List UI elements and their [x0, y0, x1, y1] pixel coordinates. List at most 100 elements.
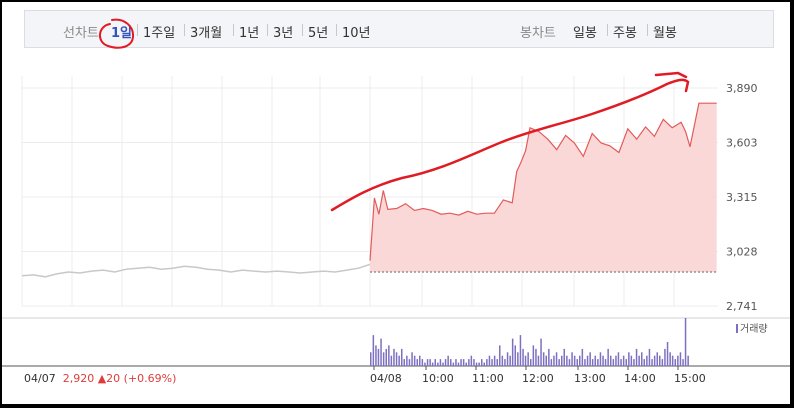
volume-bar	[385, 348, 387, 366]
volume-bar	[514, 345, 516, 366]
volume-bar	[633, 359, 635, 366]
volume-bar	[584, 359, 586, 366]
volume-bar	[519, 335, 522, 366]
volume-bar	[661, 359, 664, 366]
volume-bar	[481, 359, 483, 366]
candle-tab-1[interactable]: 주봉	[613, 26, 637, 41]
tab-divider	[336, 24, 337, 36]
x-tick-label: 10:00	[422, 372, 454, 385]
volume-bar	[524, 355, 527, 366]
period-tab-3[interactable]: 1년	[239, 26, 260, 41]
volume-bar	[599, 352, 602, 366]
candle-tab-0[interactable]: 일봉	[573, 26, 597, 41]
volume-bar	[653, 355, 656, 366]
y-tick-label: 3,315	[726, 191, 758, 204]
volume-bar	[558, 359, 560, 366]
volume-bar	[411, 352, 413, 366]
volume-bar	[483, 362, 485, 366]
volume-bar	[509, 355, 511, 366]
trend-annotation-stroke	[330, 78, 690, 212]
chart-tab-bar: 선차트 1일 1주일 3개월 1년 3년 5년 10년 봉차트 일봉 주봉 월봉	[24, 10, 774, 48]
volume-bar	[437, 362, 439, 366]
candle-tab-2[interactable]: 월봉	[653, 26, 677, 41]
footer-price: 2,920	[62, 372, 95, 385]
change-arrow-icon: ▲	[97, 372, 107, 385]
footer-change-pct: (+0.69%)	[123, 372, 177, 385]
volume-bar	[473, 359, 475, 366]
x-tick-label: 15:00	[674, 372, 706, 385]
volume-bar	[589, 352, 591, 366]
volume-bar	[651, 359, 653, 366]
volume-bar	[677, 355, 679, 366]
volume-bar	[545, 355, 547, 366]
volume-bar	[620, 359, 622, 366]
volume-bar	[403, 359, 405, 366]
volume-bar	[553, 355, 555, 366]
volume-bar	[591, 359, 594, 366]
volume-bar	[563, 348, 565, 366]
volume-bar	[499, 345, 501, 366]
volume-bar	[579, 355, 581, 366]
volume-bar	[602, 355, 604, 366]
volume-bar	[571, 352, 573, 366]
volume-bar	[594, 355, 596, 366]
volume-bar	[496, 359, 498, 366]
volume-bar	[656, 352, 658, 366]
y-tick-label: 2,741	[726, 300, 758, 313]
volume-bar	[628, 352, 630, 366]
x-tick-label: 13:00	[574, 372, 606, 385]
volume-bar	[452, 362, 455, 366]
tab-divider	[137, 24, 138, 36]
volume-bar	[540, 338, 542, 366]
volume-bar	[388, 345, 390, 366]
volume-bar	[532, 345, 535, 366]
volume-bar	[566, 355, 568, 366]
volume-bar	[470, 355, 473, 366]
volume-bar	[630, 355, 633, 366]
volume-bar	[597, 359, 599, 366]
volume-bar	[617, 352, 620, 366]
tab-divider	[302, 24, 303, 36]
volume-bar	[465, 362, 467, 366]
volume-bar	[377, 348, 380, 366]
volume-bar	[416, 359, 418, 366]
previous-day-line	[21, 263, 371, 278]
volume-bar	[604, 359, 607, 366]
volume-bar	[687, 355, 689, 366]
volume-bar	[390, 355, 393, 366]
volume-bar	[450, 359, 452, 366]
period-tab-4[interactable]: 3년	[273, 26, 294, 41]
volume-bar	[413, 355, 416, 366]
volume-bar	[439, 359, 442, 366]
volume-bar	[669, 352, 671, 366]
volume-bar	[398, 355, 400, 366]
volume-bar	[380, 338, 382, 366]
volume-bar	[671, 355, 674, 366]
volume-bar	[455, 359, 457, 366]
period-tab-5[interactable]: 5년	[308, 26, 329, 41]
volume-bar	[395, 352, 398, 366]
period-tab-0[interactable]: 1일	[111, 26, 133, 41]
line-chart-label: 선차트	[63, 26, 99, 41]
volume-bar	[504, 359, 506, 366]
stock-chart-widget: 선차트 1일 1주일 3개월 1년 3년 5년 10년 봉차트 일봉 주봉 월봉 3,890 3,603…	[2, 2, 790, 404]
period-tab-1[interactable]: 1주일	[143, 26, 176, 41]
period-tab-2[interactable]: 3개월	[190, 26, 223, 41]
price-summary: 04/07 2,920 ▲20 (+0.69%)	[24, 372, 176, 385]
volume-bar	[370, 352, 372, 366]
volume-bar	[488, 355, 491, 366]
volume-bar	[462, 359, 465, 366]
y-tick-label: 3,603	[726, 137, 758, 150]
period-tab-6[interactable]: 10년	[342, 26, 371, 41]
volume-bar	[393, 348, 395, 366]
volume-bar	[408, 359, 411, 366]
volume-bar	[679, 352, 682, 366]
volume-bar	[460, 359, 462, 366]
volume-bar	[542, 352, 545, 366]
volume-bar	[535, 348, 537, 366]
volume-bar	[607, 348, 609, 366]
volume-bar	[447, 355, 449, 366]
volume-bar	[522, 348, 524, 366]
tab-divider	[233, 24, 234, 36]
volume-bar	[666, 342, 669, 366]
